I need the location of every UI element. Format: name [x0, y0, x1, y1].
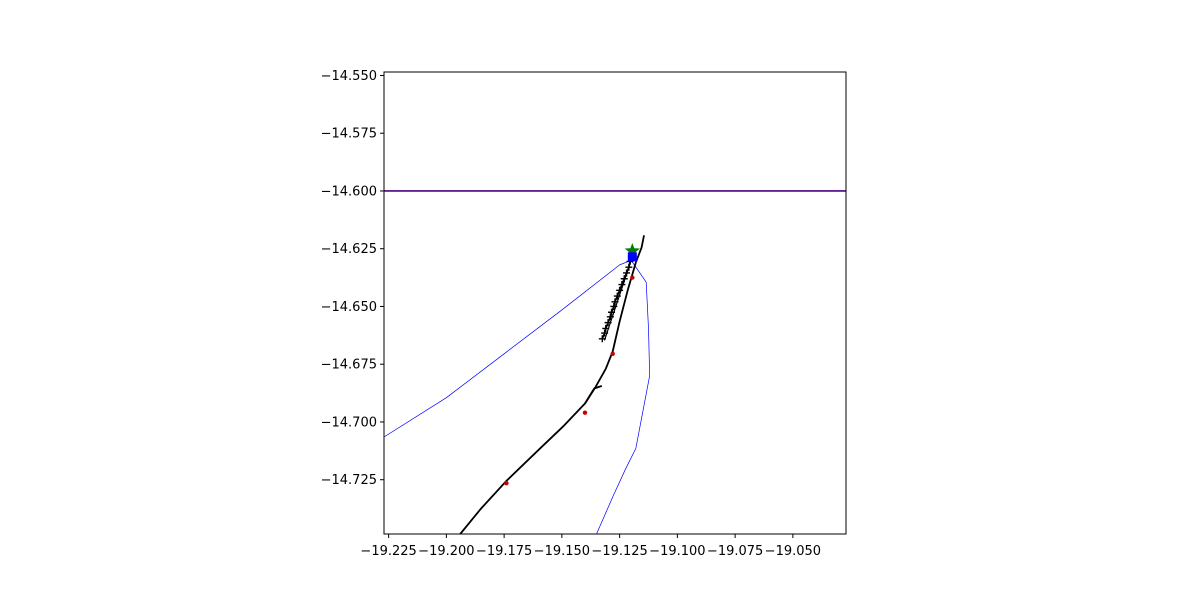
- x-tick-label: −19.150: [534, 544, 590, 559]
- x-tick-label: −19.075: [707, 544, 763, 559]
- red-point: [630, 275, 635, 280]
- y-tick-label: −14.675: [321, 358, 377, 373]
- y-tick-label: −14.725: [321, 473, 377, 488]
- series-line-1: [384, 259, 650, 534]
- red-point: [610, 351, 615, 357]
- star-marker: [624, 243, 640, 258]
- y-axis: −14.550 −14.575 −14.600 −14.625 −14.650 −14.6…: [321, 69, 384, 488]
- red-point: [504, 480, 509, 486]
- red-point: [582, 410, 588, 415]
- x-tick-label: −19.225: [360, 544, 416, 559]
- x-tick-label: −19.100: [649, 544, 705, 559]
- y-tick-label: −14.550: [321, 69, 377, 84]
- y-tick-label: −14.650: [321, 300, 377, 315]
- square-marker: [627, 252, 637, 262]
- plus-point: [616, 286, 624, 294]
- y-tick-label: −14.700: [321, 415, 377, 430]
- y-tick-label: −14.575: [321, 127, 377, 142]
- x-tick-label: −19.200: [418, 544, 474, 559]
- x-tick-label: −19.050: [765, 544, 821, 559]
- x-tick-label: −19.125: [591, 544, 647, 559]
- series-line-2: [459, 385, 603, 534]
- series-line-6: [604, 259, 632, 341]
- y-tick-label: −14.600: [321, 184, 377, 199]
- x-tick-label: −19.175: [476, 544, 532, 559]
- plot-frame: [383, 71, 847, 535]
- series-line-3: [584, 235, 645, 405]
- x-axis: −19.225 −19.200 −19.175 −19.150 −19.125 −19.1…: [360, 534, 821, 559]
- y-tick-label: −14.625: [321, 242, 377, 257]
- plot-area: [384, 190, 846, 534]
